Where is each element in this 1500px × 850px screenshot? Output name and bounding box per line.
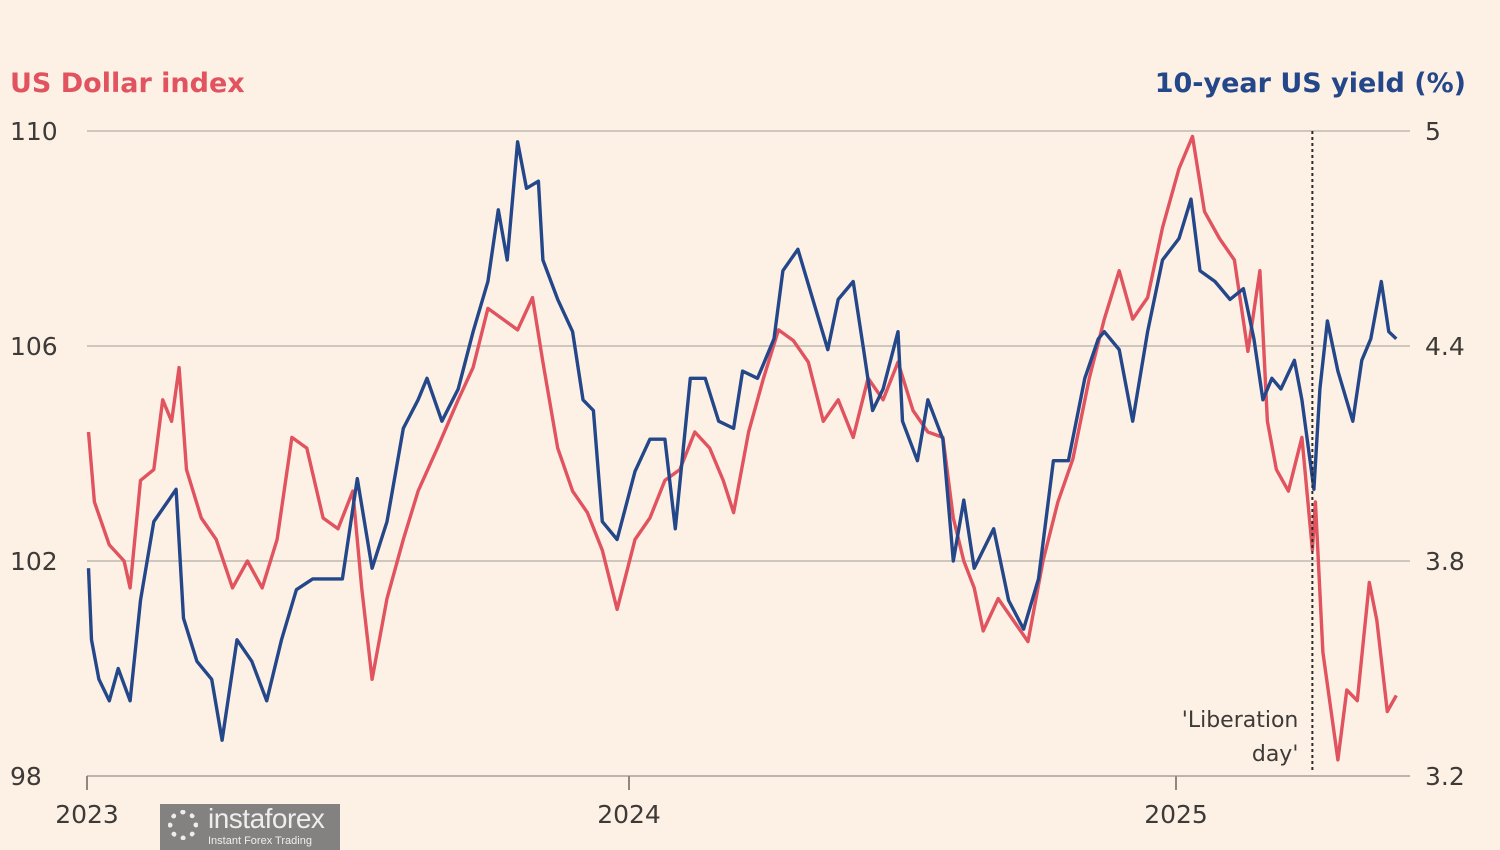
left-tick-label: 98 — [10, 762, 42, 791]
us-10y-yield-line — [86, 140, 1398, 742]
left-tick-label: 102 — [10, 547, 58, 576]
instaforex-watermark: instaforex Instant Forex Trading — [160, 804, 340, 850]
watermark-text: instaforex — [208, 803, 325, 834]
annotation-label-line1: 'Liberation — [1182, 708, 1299, 733]
left-axis-title: US Dollar index — [10, 68, 245, 99]
left-tick-label: 106 — [10, 332, 58, 361]
right-tick-label: 3.2 — [1425, 762, 1465, 791]
x-tick-label: 2023 — [55, 800, 119, 829]
annotation-label-line2: day' — [1252, 742, 1299, 767]
x-tick-label: 2024 — [597, 800, 661, 829]
watermark-subtext: Instant Forex Trading — [208, 835, 312, 847]
right-tick-label: 5 — [1425, 117, 1441, 146]
left-tick-label: 110 — [10, 117, 58, 146]
instaforex-logo-icon — [168, 810, 198, 840]
dollar-index-line — [86, 134, 1398, 762]
x-tick-label: 2025 — [1144, 800, 1208, 829]
right-axis-title: 10-year US yield (%) — [1155, 68, 1466, 99]
right-tick-label: 4.4 — [1425, 332, 1465, 361]
right-tick-label: 3.8 — [1425, 547, 1465, 576]
